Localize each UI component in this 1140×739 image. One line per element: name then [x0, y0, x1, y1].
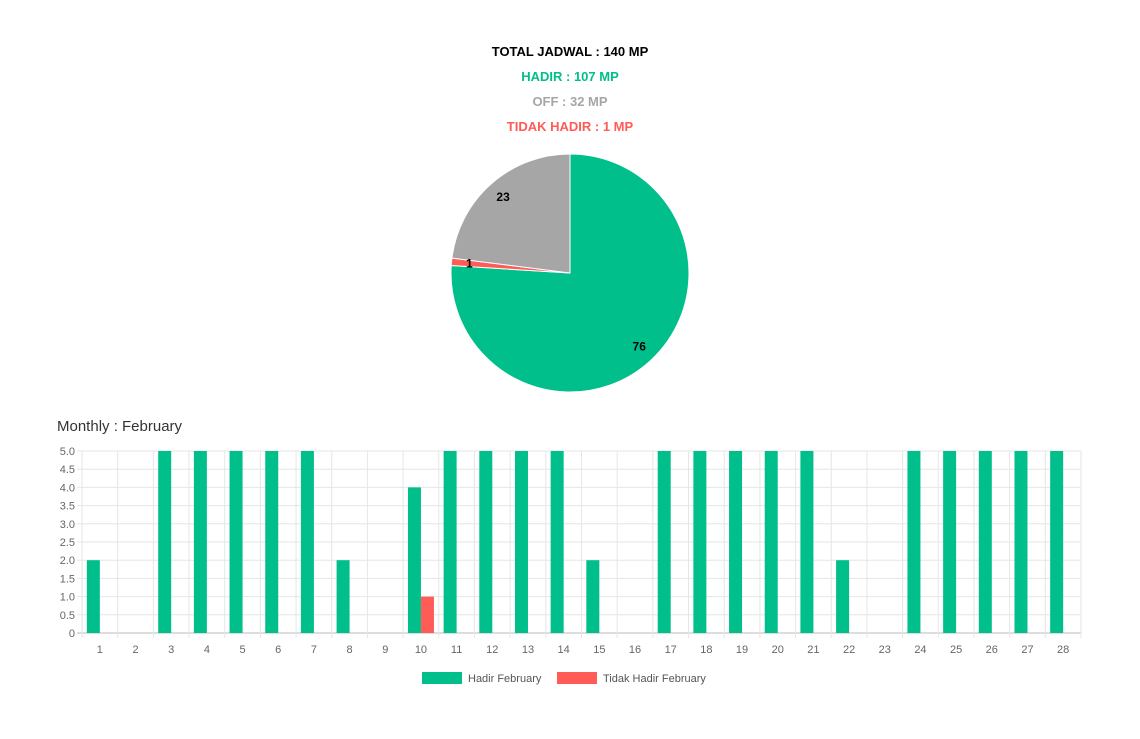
x-tick-label: 13	[522, 644, 534, 656]
bar-hadir-february	[550, 451, 564, 633]
bar-tidak-hadir-february	[420, 596, 434, 633]
bar-hadir-february	[514, 451, 528, 633]
x-tick-label: 12	[486, 644, 498, 656]
pie-label-hadir: 76	[633, 340, 647, 354]
y-tick-label: 3.0	[60, 519, 75, 531]
bar-hadir-february	[586, 560, 600, 633]
y-tick-label: 1.0	[60, 592, 75, 604]
off-label: OFF : 32 MP	[532, 94, 608, 109]
x-tick-label: 2	[132, 644, 138, 656]
legend-swatch	[557, 672, 597, 684]
x-tick-label: 25	[950, 644, 962, 656]
bar-hadir-february	[1014, 451, 1028, 633]
bar-hadir-february	[86, 560, 100, 633]
x-tick-label: 14	[558, 644, 570, 656]
bar-hadir-february	[729, 451, 743, 633]
hadir-label: HADIR : 107 MP	[521, 69, 619, 84]
tidak-hadir-label: TIDAK HADIR : 1 MP	[506, 119, 634, 134]
bar-hadir-february	[229, 451, 243, 633]
bar-hadir-february	[158, 451, 172, 633]
legend-label: Tidak Hadir February	[603, 673, 706, 685]
x-tick-label: 6	[275, 644, 281, 656]
x-tick-label: 7	[311, 644, 317, 656]
pie-slice-off	[451, 153, 571, 274]
bar-hadir-february	[265, 451, 279, 633]
bar-hadir-february	[764, 451, 778, 633]
bar-hadir-february	[193, 451, 207, 633]
bar-hadir-february	[336, 560, 350, 633]
x-tick-label: 18	[700, 644, 712, 656]
pie-slice-hadir	[450, 153, 690, 393]
bar-hadir-february	[907, 451, 921, 633]
x-tick-label: 10	[415, 644, 427, 656]
bar-hadir-february	[1050, 451, 1064, 633]
x-tick-label: 17	[665, 644, 677, 656]
x-tick-label: 15	[593, 644, 605, 656]
bar-hadir-february	[836, 560, 850, 633]
x-tick-label: 1	[97, 644, 103, 656]
y-tick-label: 2.0	[60, 555, 75, 567]
x-tick-label: 9	[382, 644, 388, 656]
x-tick-label: 8	[347, 644, 353, 656]
x-tick-label: 27	[1021, 644, 1033, 656]
y-tick-label: 4.0	[60, 482, 75, 494]
monthly-chart-title: Monthly : February	[57, 418, 183, 435]
x-tick-label: 28	[1057, 644, 1069, 656]
bar-hadir-february	[300, 451, 314, 633]
bar-hadir-february	[978, 451, 992, 633]
y-tick-label: 5.0	[60, 446, 75, 458]
legend-label: Hadir February	[468, 673, 542, 685]
x-tick-label: 20	[772, 644, 784, 656]
bar-hadir-february	[407, 487, 421, 633]
y-tick-label: 1.5	[60, 573, 75, 585]
legend-swatch	[422, 672, 462, 684]
x-tick-label: 24	[914, 644, 926, 656]
bar-hadir-february	[479, 451, 493, 633]
x-tick-label: 3	[168, 644, 174, 656]
total-jadwal-label: TOTAL JADWAL : 140 MP	[491, 44, 649, 59]
bar-hadir-february	[943, 451, 957, 633]
y-tick-label: 0	[69, 628, 75, 640]
x-tick-label: 19	[736, 644, 748, 656]
x-tick-label: 21	[807, 644, 819, 656]
bar-hadir-february	[657, 451, 671, 633]
x-tick-label: 5	[239, 644, 245, 656]
y-tick-label: 3.5	[60, 501, 75, 513]
bar-hadir-february	[800, 451, 814, 633]
bar-hadir-february	[693, 451, 707, 633]
x-tick-label: 16	[629, 644, 641, 656]
y-tick-label: 2.5	[60, 537, 75, 549]
x-tick-label: 4	[204, 644, 210, 656]
x-tick-label: 22	[843, 644, 855, 656]
x-tick-label: 11	[451, 644, 462, 656]
bar-hadir-february	[443, 451, 457, 633]
pie-label-off: 23	[496, 190, 510, 204]
attendance-pie-chart: 76 1 23	[450, 153, 690, 393]
pie-label-tidak-hadir: 1	[466, 256, 473, 270]
x-tick-label: 23	[879, 644, 891, 656]
x-tick-label: 26	[986, 644, 998, 656]
y-tick-label: 0.5	[60, 610, 75, 622]
y-tick-label: 4.5	[60, 464, 75, 476]
